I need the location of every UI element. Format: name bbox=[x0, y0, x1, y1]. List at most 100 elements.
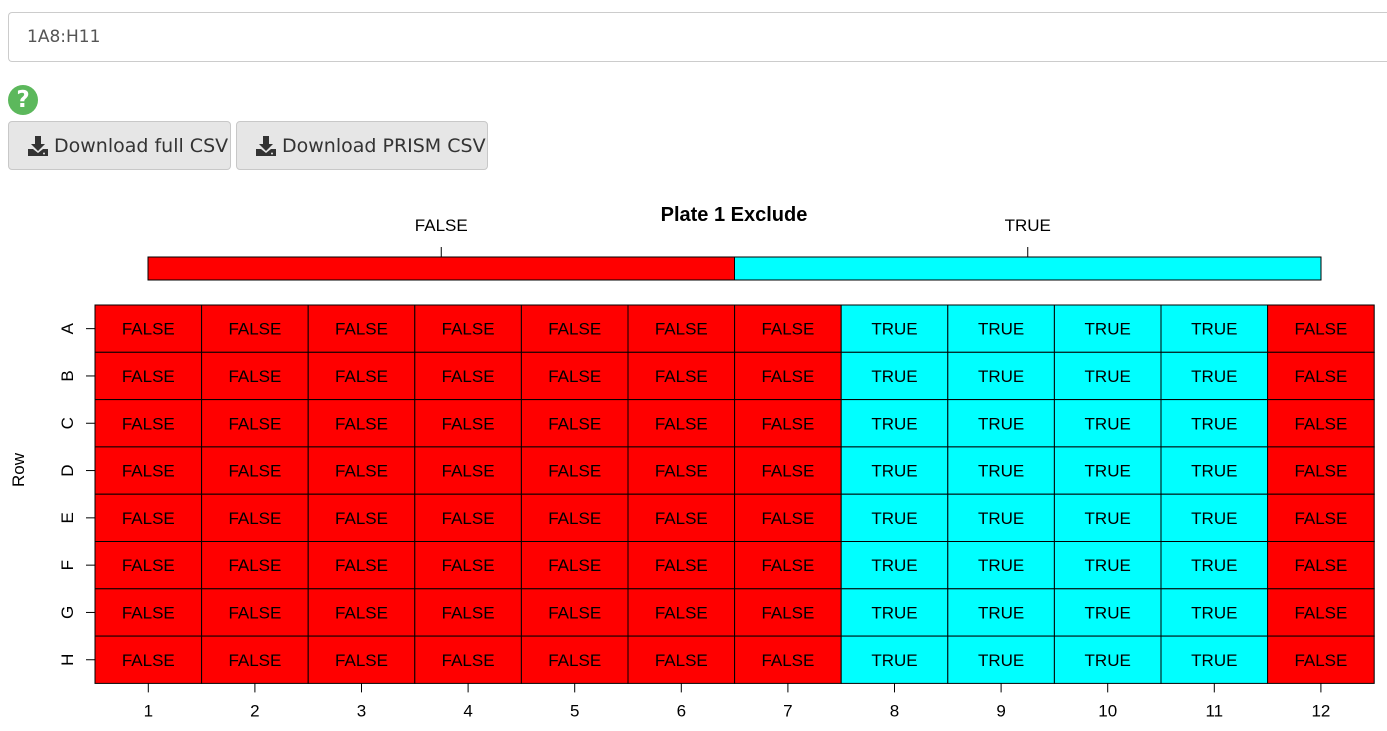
well-G3: FALSE bbox=[307, 588, 416, 637]
well-cell bbox=[840, 351, 949, 401]
well-cell bbox=[627, 588, 736, 637]
download-full-csv-button[interactable]: Download full CSV bbox=[8, 121, 231, 170]
well-cell bbox=[1053, 635, 1162, 684]
well-label: TRUE bbox=[978, 367, 1024, 386]
well-cell bbox=[840, 635, 949, 684]
well-cell bbox=[734, 541, 842, 590]
well-label: FALSE bbox=[761, 414, 814, 433]
well-cell bbox=[1267, 493, 1375, 543]
legend-swatch bbox=[734, 256, 1322, 281]
question-circle-icon[interactable]: ? bbox=[8, 85, 38, 115]
well-G12: FALSE bbox=[1267, 588, 1375, 637]
well-E11: TRUE bbox=[1160, 493, 1269, 543]
well-label: FALSE bbox=[1294, 603, 1347, 622]
column-tick-label: 4 bbox=[463, 701, 472, 720]
plate-heatmap: Plate 1 Exclude FALSE TRUE FALSE FALSE FALS… bbox=[9, 204, 1375, 720]
well-label: FALSE bbox=[761, 320, 814, 339]
well-label: FALSE bbox=[228, 603, 281, 622]
well-label: TRUE bbox=[1085, 414, 1131, 433]
legend-swatch bbox=[147, 256, 735, 281]
well-cell bbox=[414, 304, 522, 353]
range-input[interactable] bbox=[8, 12, 1387, 62]
well-A10: TRUE bbox=[1053, 304, 1162, 353]
well-label: FALSE bbox=[1294, 509, 1347, 528]
well-label: FALSE bbox=[122, 509, 175, 528]
well-C4: FALSE bbox=[414, 399, 522, 448]
well-cell bbox=[1267, 541, 1375, 590]
download-icon bbox=[27, 135, 49, 157]
well-F3: FALSE bbox=[307, 541, 416, 590]
well-label: TRUE bbox=[871, 414, 917, 433]
well-B12: FALSE bbox=[1267, 351, 1375, 401]
well-label: FALSE bbox=[228, 367, 281, 386]
well-cell bbox=[94, 541, 203, 590]
well-label: FALSE bbox=[442, 509, 495, 528]
well-label: TRUE bbox=[871, 320, 917, 339]
well-cell bbox=[520, 541, 629, 590]
well-label: FALSE bbox=[228, 320, 281, 339]
well-A5: FALSE bbox=[520, 304, 629, 353]
well-label: TRUE bbox=[978, 462, 1024, 481]
well-label: FALSE bbox=[122, 651, 175, 670]
well-label: FALSE bbox=[655, 367, 708, 386]
download-prism-csv-button[interactable]: Download PRISM CSV bbox=[236, 121, 488, 170]
well-label: FALSE bbox=[548, 603, 601, 622]
row-axis: A B C D E F G H bbox=[58, 322, 95, 666]
well-D1: FALSE bbox=[94, 446, 203, 495]
well-label: FALSE bbox=[761, 367, 814, 386]
well-label: FALSE bbox=[442, 414, 495, 433]
well-G6: FALSE bbox=[627, 588, 736, 637]
row-tick-label: F bbox=[58, 560, 77, 570]
well-cell bbox=[520, 304, 629, 353]
column-tick-label: 7 bbox=[783, 701, 792, 720]
well-D2: FALSE bbox=[201, 446, 309, 495]
well-cell bbox=[627, 493, 736, 543]
well-cell bbox=[840, 588, 949, 637]
well-cell bbox=[94, 588, 203, 637]
well-cell bbox=[307, 304, 416, 353]
download-full-csv-label: Download full CSV bbox=[54, 134, 229, 157]
well-label: TRUE bbox=[978, 651, 1024, 670]
download-icon bbox=[255, 135, 277, 157]
well-A4: FALSE bbox=[414, 304, 522, 353]
well-cell bbox=[307, 493, 416, 543]
well-G8: TRUE bbox=[840, 588, 949, 637]
well-A11: TRUE bbox=[1160, 304, 1269, 353]
well-label: FALSE bbox=[228, 462, 281, 481]
well-label: FALSE bbox=[548, 651, 601, 670]
well-G5: FALSE bbox=[520, 588, 629, 637]
well-G1: FALSE bbox=[94, 588, 203, 637]
well-cell bbox=[520, 493, 629, 543]
well-label: FALSE bbox=[122, 320, 175, 339]
well-cell bbox=[414, 493, 522, 543]
well-label: FALSE bbox=[1294, 414, 1347, 433]
well-C1: FALSE bbox=[94, 399, 203, 448]
well-D9: TRUE bbox=[947, 446, 1055, 495]
well-B10: TRUE bbox=[1053, 351, 1162, 401]
well-D7: FALSE bbox=[734, 446, 842, 495]
well-H7: FALSE bbox=[734, 635, 842, 684]
well-label: TRUE bbox=[1191, 509, 1237, 528]
well-E8: TRUE bbox=[840, 493, 949, 543]
row-tick-label: E bbox=[58, 512, 77, 523]
well-label: TRUE bbox=[1085, 367, 1131, 386]
well-cell bbox=[734, 399, 842, 448]
well-label: FALSE bbox=[335, 320, 388, 339]
well-cell bbox=[520, 635, 629, 684]
well-cell bbox=[1160, 493, 1269, 543]
download-prism-csv-label: Download PRISM CSV bbox=[282, 134, 486, 157]
well-label: FALSE bbox=[122, 367, 175, 386]
well-label: TRUE bbox=[1191, 651, 1237, 670]
row-tick-label: H bbox=[58, 654, 77, 666]
well-A7: FALSE bbox=[734, 304, 842, 353]
well-label: TRUE bbox=[1085, 320, 1131, 339]
well-label: FALSE bbox=[335, 603, 388, 622]
well-cell bbox=[1053, 446, 1162, 495]
well-label: FALSE bbox=[761, 462, 814, 481]
well-label: FALSE bbox=[655, 414, 708, 433]
well-E3: FALSE bbox=[307, 493, 416, 543]
column-tick-label: 5 bbox=[570, 701, 579, 720]
well-label: FALSE bbox=[1294, 651, 1347, 670]
well-C10: TRUE bbox=[1053, 399, 1162, 448]
well-label: FALSE bbox=[122, 603, 175, 622]
